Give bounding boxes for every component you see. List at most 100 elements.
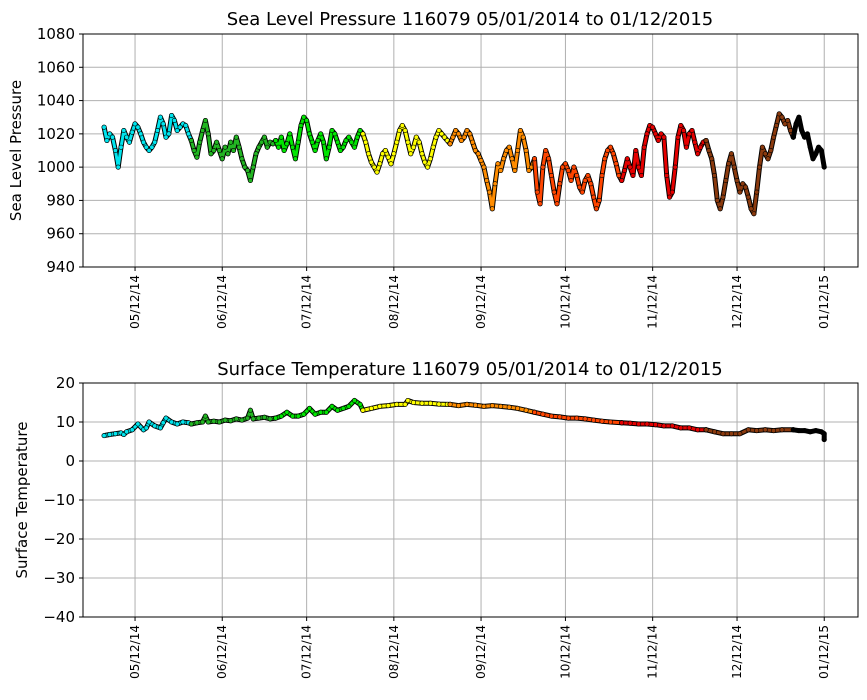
data-point	[194, 420, 200, 426]
data-point	[652, 422, 658, 428]
data-point	[447, 401, 453, 407]
data-point	[295, 413, 301, 419]
data-point	[771, 134, 777, 140]
data-point	[821, 164, 827, 170]
data-point	[756, 164, 762, 170]
y-tick-label: 1060	[37, 58, 75, 76]
data-point	[678, 425, 684, 431]
data-point	[239, 156, 245, 162]
data-point	[478, 158, 484, 164]
data-point	[312, 411, 318, 417]
data-point	[633, 148, 639, 154]
data-point	[644, 421, 650, 427]
data-point	[734, 178, 740, 184]
data-point	[565, 168, 571, 174]
x-tick-label: 01/12/15	[817, 275, 831, 329]
data-point	[188, 421, 194, 427]
data-point	[807, 429, 813, 435]
data-point	[349, 139, 355, 145]
y-tick-label: 960	[46, 225, 75, 243]
data-point	[599, 173, 605, 179]
data-point	[427, 400, 433, 406]
data-point	[315, 138, 321, 144]
data-point	[292, 156, 298, 162]
data-point	[278, 413, 284, 419]
data-point	[430, 144, 436, 150]
data-point	[264, 144, 270, 150]
data-point	[194, 154, 200, 160]
data-point	[351, 397, 357, 403]
x-tick-label: 12/12/14	[730, 625, 744, 679]
data-point	[332, 131, 338, 137]
grid	[83, 382, 858, 618]
data-point	[523, 407, 529, 413]
data-point	[506, 144, 512, 150]
data-point	[357, 128, 363, 134]
data-point	[709, 156, 715, 162]
y-tick-label: −40	[43, 608, 75, 626]
x-tick-label: 12/12/14	[730, 275, 744, 329]
data-point	[323, 409, 329, 415]
data-point	[143, 144, 149, 150]
data-point	[169, 419, 175, 425]
data-point	[652, 131, 658, 137]
data-point	[132, 121, 138, 127]
data-point	[329, 403, 335, 409]
y-axis-label: Sea Level Pressure	[7, 80, 25, 221]
data-point	[486, 189, 492, 195]
data-point	[661, 134, 667, 140]
data-point	[202, 118, 208, 124]
data-point	[382, 148, 388, 154]
data-point	[728, 431, 734, 437]
data-point	[284, 409, 290, 415]
data-point	[464, 401, 470, 407]
data-point	[582, 178, 588, 184]
data-point	[748, 206, 754, 212]
data-point	[405, 397, 411, 403]
data-point	[436, 401, 442, 407]
data-point	[754, 428, 760, 434]
data-point	[360, 407, 366, 413]
data-point	[554, 201, 560, 207]
data-point	[124, 134, 130, 140]
data-point	[731, 164, 737, 170]
data-point	[174, 421, 180, 427]
y-tick-label: 980	[46, 191, 75, 209]
data-point	[568, 178, 574, 184]
data-point	[205, 131, 211, 137]
data-point	[138, 131, 144, 137]
data-point	[484, 178, 490, 184]
y-tick-label: −20	[43, 530, 75, 548]
data-point	[740, 181, 746, 187]
data-point	[813, 428, 819, 434]
data-point	[337, 148, 343, 154]
data-point	[222, 144, 228, 150]
data-point	[236, 144, 242, 150]
data-point	[405, 139, 411, 145]
data-point	[357, 401, 363, 407]
data-point	[636, 164, 642, 170]
data-point	[537, 201, 543, 207]
data-point	[706, 148, 712, 154]
data-point	[298, 123, 304, 129]
data-point	[233, 416, 239, 422]
data-point	[543, 148, 549, 154]
data-point	[742, 184, 748, 190]
data-point	[160, 121, 166, 127]
data-point	[149, 144, 155, 150]
y-tick-label: 1020	[37, 125, 75, 143]
data-point	[101, 124, 107, 130]
data-point	[557, 414, 563, 420]
data-point	[396, 128, 402, 134]
data-point	[247, 407, 253, 413]
data-point	[259, 139, 265, 145]
data-point	[177, 124, 183, 130]
data-point	[141, 139, 147, 145]
data-point	[714, 197, 720, 203]
series-outline	[273, 398, 366, 421]
data-point	[135, 124, 141, 130]
data-point	[253, 151, 259, 157]
data-point	[129, 427, 135, 433]
data-point	[191, 148, 197, 154]
data-point	[562, 161, 568, 167]
